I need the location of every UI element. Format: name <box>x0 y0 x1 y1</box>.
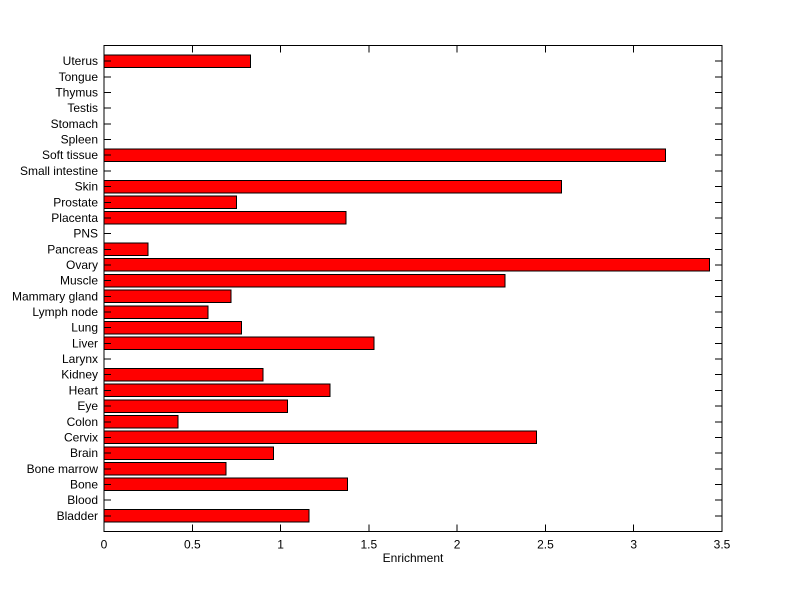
bar-ovary <box>103 258 711 272</box>
y-tick-label-tongue: Tongue <box>59 70 99 84</box>
y-tick-label-brain: Brain <box>70 446 98 460</box>
y-tick-label-blood: Blood <box>67 493 98 507</box>
bar-mammary-gland <box>103 289 232 304</box>
y-tick-label-prostate: Prostate <box>53 195 98 209</box>
bar-lymph-node <box>103 305 209 319</box>
y-tick-label-bone: Bone <box>70 477 98 491</box>
x-tick-label-0: 0 <box>101 538 108 552</box>
y-tick-label-skin: Skin <box>75 180 98 194</box>
x-tick-label-6: 3 <box>630 538 637 552</box>
bar-liver <box>103 336 375 351</box>
y-tick-label-pns: PNS <box>73 227 98 241</box>
bar-cervix <box>103 430 538 445</box>
x-tick-label-4: 2 <box>454 538 461 552</box>
bar-bone <box>103 477 349 492</box>
bar-heart <box>103 383 331 398</box>
x-tick-label-1: 0.5 <box>184 538 201 552</box>
y-tick-label-cervix: Cervix <box>64 430 98 444</box>
x-tick-label-2: 1 <box>277 538 284 552</box>
y-tick-label-testis: Testis <box>67 101 98 115</box>
y-tick-label-spleen: Spleen <box>61 133 98 147</box>
y-tick-label-ovary: Ovary <box>66 258 98 272</box>
bar-kidney <box>103 367 264 382</box>
y-tick-label-muscle: Muscle <box>60 274 98 288</box>
bar-skin <box>103 179 562 194</box>
bar-lung <box>103 320 243 335</box>
bar-bladder <box>103 509 310 523</box>
bar-muscle <box>103 273 506 288</box>
bar-eye <box>103 399 289 413</box>
y-tick-label-eye: Eye <box>77 399 98 413</box>
y-tick-label-lymph-node: Lymph node <box>32 305 98 319</box>
bar-colon <box>103 415 179 429</box>
y-tick-label-uterus: Uterus <box>63 54 98 68</box>
bar-uterus <box>103 54 252 68</box>
x-tick-label-5: 2.5 <box>537 538 554 552</box>
x-tick-label-7: 3.5 <box>714 538 731 552</box>
y-tick-label-stomach: Stomach <box>51 117 98 131</box>
y-tick-label-pancreas: Pancreas <box>47 242 98 256</box>
y-tick-label-heart: Heart <box>69 383 99 397</box>
y-tick-label-thymus: Thymus <box>55 86 98 100</box>
y-tick-label-lung: Lung <box>71 321 98 335</box>
y-tick-label-liver: Liver <box>72 336 98 350</box>
y-tick-label-bone-marrow: Bone marrow <box>27 462 99 476</box>
bar-prostate <box>103 195 237 210</box>
y-tick-label-kidney: Kidney <box>61 368 98 382</box>
bar-placenta <box>103 211 347 225</box>
x-tick-label-3: 1.5 <box>361 538 378 552</box>
x-axis-label: Enrichment <box>383 551 444 565</box>
bar-brain <box>103 446 275 460</box>
y-tick-label-small-intestine: Small intestine <box>20 164 98 178</box>
axis-box <box>103 45 723 532</box>
bar-soft-tissue <box>103 148 666 162</box>
y-tick-label-placenta: Placenta <box>51 211 98 225</box>
y-tick-label-soft-tissue: Soft tissue <box>42 148 98 162</box>
y-tick-label-colon: Colon <box>67 415 98 429</box>
y-tick-label-mammary-gland: Mammary gland <box>12 289 98 303</box>
y-tick-label-larynx: Larynx <box>62 352 98 366</box>
bar-bone-marrow <box>103 462 227 476</box>
y-tick-label-bladder: Bladder <box>57 509 98 523</box>
